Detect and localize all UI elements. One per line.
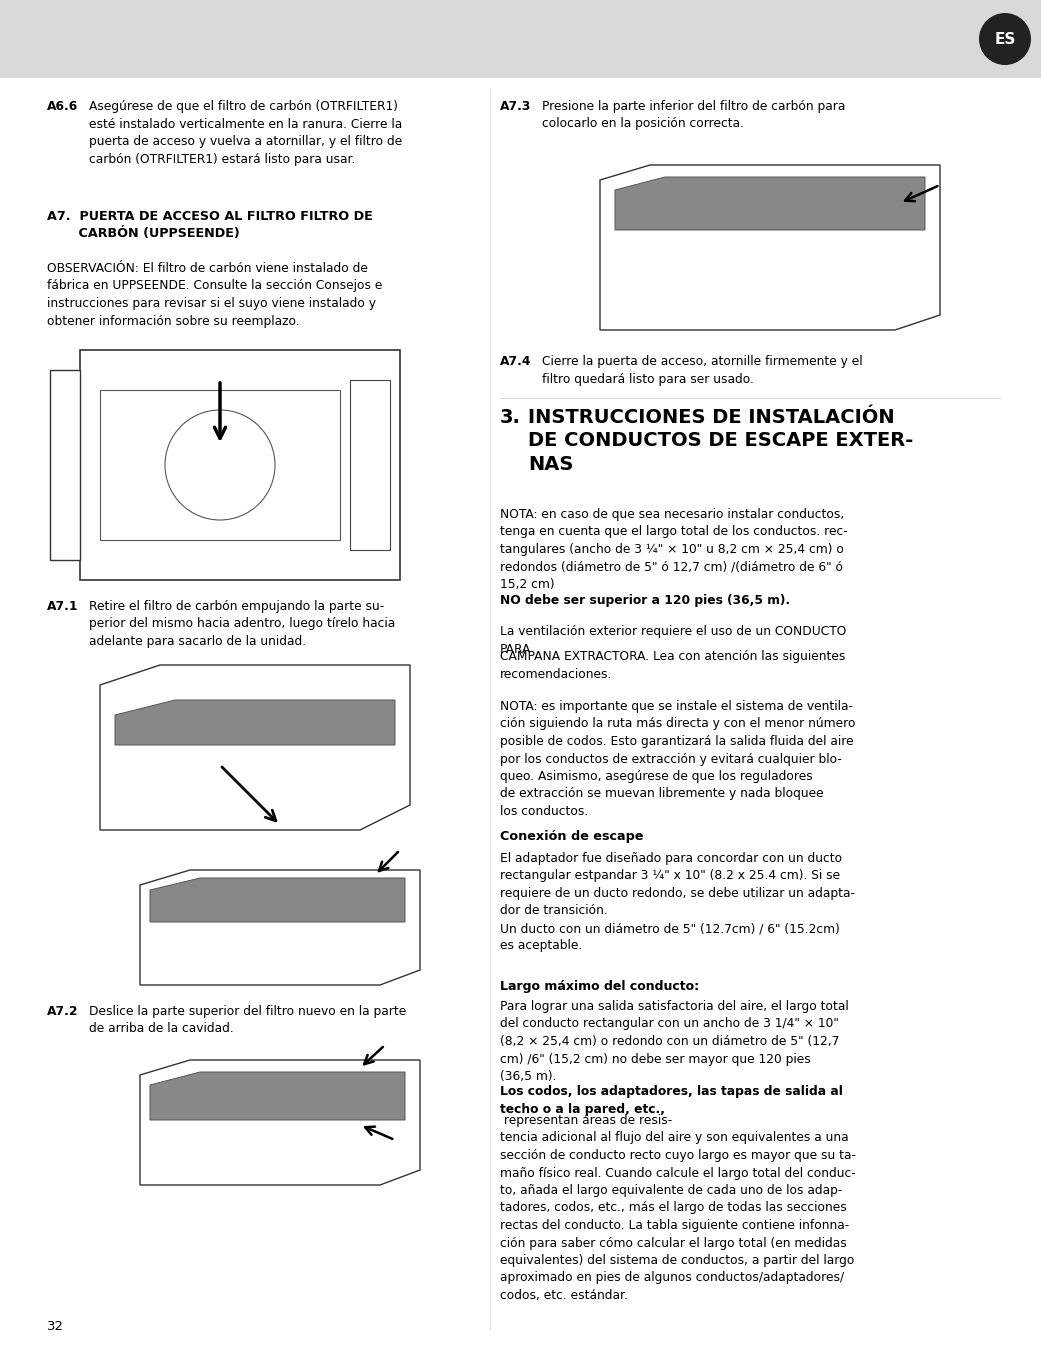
- Text: A7.2: A7.2: [47, 1005, 78, 1018]
- Text: Cierre la puerta de acceso, atornille firmemente y el
filtro quedará listo para : Cierre la puerta de acceso, atornille fi…: [542, 355, 863, 386]
- Text: Los codos, los adaptadores, las tapas de salida al
techo o a la pared, etc.,: Los codos, los adaptadores, las tapas de…: [500, 1085, 843, 1116]
- Polygon shape: [615, 177, 925, 229]
- Bar: [350, 380, 390, 550]
- Text: OBSERVACIÓN: El filtro de carbón viene instalado de
fábrica en UPPSEENDE. Consul: OBSERVACIÓN: El filtro de carbón viene i…: [47, 262, 382, 328]
- Polygon shape: [150, 878, 405, 921]
- Text: A7.  PUERTA DE ACCESO AL FILTRO FILTRO DE
       CARBÓN (UPPSEENDE): A7. PUERTA DE ACCESO AL FILTRO FILTRO DE…: [47, 210, 373, 240]
- Polygon shape: [100, 665, 410, 830]
- Polygon shape: [50, 370, 80, 560]
- Text: ES: ES: [994, 31, 1016, 46]
- Text: La ventilación exterior requiere el uso de un CONDUCTO
PARA: La ventilación exterior requiere el uso …: [500, 608, 846, 656]
- Text: A6.6: A6.6: [47, 100, 78, 113]
- Circle shape: [979, 13, 1031, 65]
- Polygon shape: [139, 870, 420, 985]
- Text: Deslice la parte superior del filtro nuevo en la parte
de arriba de la cavidad.: Deslice la parte superior del filtro nue…: [88, 1005, 406, 1036]
- Text: NO debe ser superior a 120 pies (36,5 m).: NO debe ser superior a 120 pies (36,5 m)…: [500, 594, 790, 607]
- FancyBboxPatch shape: [80, 349, 400, 580]
- Text: El adaptador fue diseñado para concordar con un ducto
rectangular estpandar 3 ¼": El adaptador fue diseñado para concordar…: [500, 853, 855, 952]
- Text: A7.1: A7.1: [47, 600, 78, 612]
- Polygon shape: [600, 165, 940, 331]
- Text: Retire el filtro de carbón empujando la parte su-
perior del mismo hacia adentro: Retire el filtro de carbón empujando la …: [88, 600, 396, 648]
- Text: Presione la parte inferior del filtro de carbón para
colocarlo en la posición co: Presione la parte inferior del filtro de…: [542, 100, 845, 131]
- Text: A7.4: A7.4: [500, 355, 531, 368]
- Bar: [100, 390, 340, 540]
- Polygon shape: [115, 700, 395, 745]
- Text: NOTA: en caso de que sea necesario instalar conductos,
tenga en cuenta que el la: NOTA: en caso de que sea necesario insta…: [500, 509, 847, 591]
- Text: Para lograr una salida satisfactoria del aire, el largo total
del conducto recta: Para lograr una salida satisfactoria del…: [500, 1000, 848, 1083]
- Text: 32: 32: [47, 1321, 64, 1333]
- Text: representan áreas de resis-
tencia adicional al flujo del aire y son equivalente: representan áreas de resis- tencia adici…: [500, 1114, 856, 1302]
- Text: CAMPANA EXTRACTORA. Lea con atención las siguientes
recomendaciones.: CAMPANA EXTRACTORA. Lea con atención las…: [500, 650, 845, 680]
- Text: NOTA: es importante que se instale el sistema de ventila-
ción siguiendo la ruta: NOTA: es importante que se instale el si…: [500, 700, 856, 817]
- Text: INSTRUCCIONES DE INSTALACIÓN
DE CONDUCTOS DE ESCAPE EXTER-
NAS: INSTRUCCIONES DE INSTALACIÓN DE CONDUCTO…: [528, 407, 913, 473]
- Circle shape: [166, 410, 275, 519]
- Polygon shape: [150, 1072, 405, 1120]
- Bar: [0, 0, 1041, 78]
- Text: A7.3: A7.3: [500, 100, 531, 113]
- Text: Largo máximo del conducto:: Largo máximo del conducto:: [500, 979, 700, 993]
- Text: Conexión de escape: Conexión de escape: [500, 830, 643, 843]
- Text: 3.: 3.: [500, 407, 520, 428]
- Text: Asegúrese de que el filtro de carbón (OTRFILTER1)
esté instalado verticalmente e: Asegúrese de que el filtro de carbón (OT…: [88, 100, 402, 166]
- Polygon shape: [139, 1060, 420, 1184]
